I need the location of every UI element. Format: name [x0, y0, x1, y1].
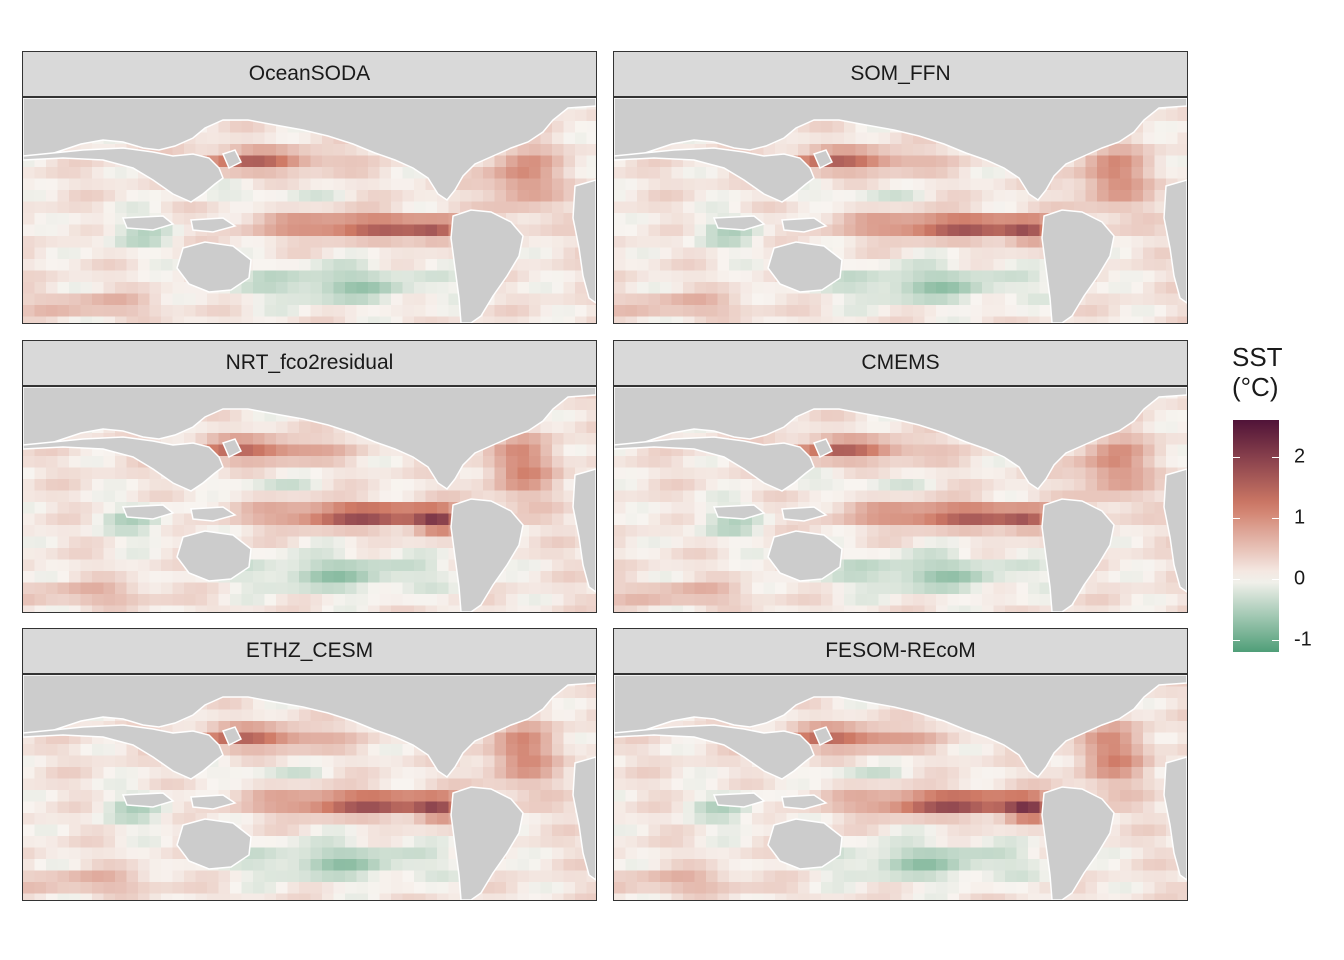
land-mass: [614, 675, 1187, 900]
legend-title-line1: SST: [1232, 342, 1283, 372]
facet-title: CMEMS: [613, 340, 1188, 386]
facet-fesom-recom: FESOM-REcoM: [613, 628, 1188, 901]
legend-tick-label: 0: [1294, 567, 1306, 590]
sst-anomaly-map: [613, 97, 1188, 324]
facet-title: SOM_FFN: [613, 51, 1188, 97]
legend-tick-mark: [1233, 456, 1240, 458]
facet-nrt-fco2residual: NRT_fco2residual: [22, 340, 597, 613]
legend-title-line2: (°C): [1232, 372, 1279, 402]
legend-tick-mark: [1272, 578, 1279, 580]
facet-cmems: CMEMS: [613, 340, 1188, 613]
legend-tick-mark: [1233, 639, 1240, 641]
facet-title: FESOM-REcoM: [613, 628, 1188, 674]
land-mass: [614, 98, 1187, 323]
legend-title: SST (°C): [1232, 342, 1283, 402]
land-mass: [614, 387, 1187, 612]
legend-tick-mark: [1272, 639, 1279, 641]
sst-anomaly-map: [22, 386, 597, 613]
colorbar: [1233, 420, 1279, 652]
legend-tick-mark: [1233, 578, 1240, 580]
legend-tick-mark: [1272, 517, 1279, 519]
facet-title: ETHZ_CESM: [22, 628, 597, 674]
legend-tick-mark: [1272, 456, 1279, 458]
legend-tick-label: 1: [1294, 506, 1306, 529]
legend-tick-label: 2: [1294, 445, 1306, 468]
legend-tick-mark: [1233, 517, 1240, 519]
facet-title: OceanSODA: [22, 51, 597, 97]
sst-anomaly-map: [613, 674, 1188, 901]
sst-anomaly-map: [22, 97, 597, 324]
facet-title: NRT_fco2residual: [22, 340, 597, 386]
facet-som-ffn: SOM_FFN: [613, 51, 1188, 324]
sst-anomaly-map: [613, 386, 1188, 613]
sst-legend: SST (°C) 2 1 0 -1: [1232, 342, 1342, 662]
facet-ethz-cesm: ETHZ_CESM: [22, 628, 597, 901]
legend-tick-label: -1: [1294, 628, 1312, 651]
facet-oceansoda: OceanSODA: [22, 51, 597, 324]
sst-anomaly-map: [22, 674, 597, 901]
land-mass: [23, 98, 596, 323]
land-mass: [23, 387, 596, 612]
land-mass: [23, 675, 596, 900]
